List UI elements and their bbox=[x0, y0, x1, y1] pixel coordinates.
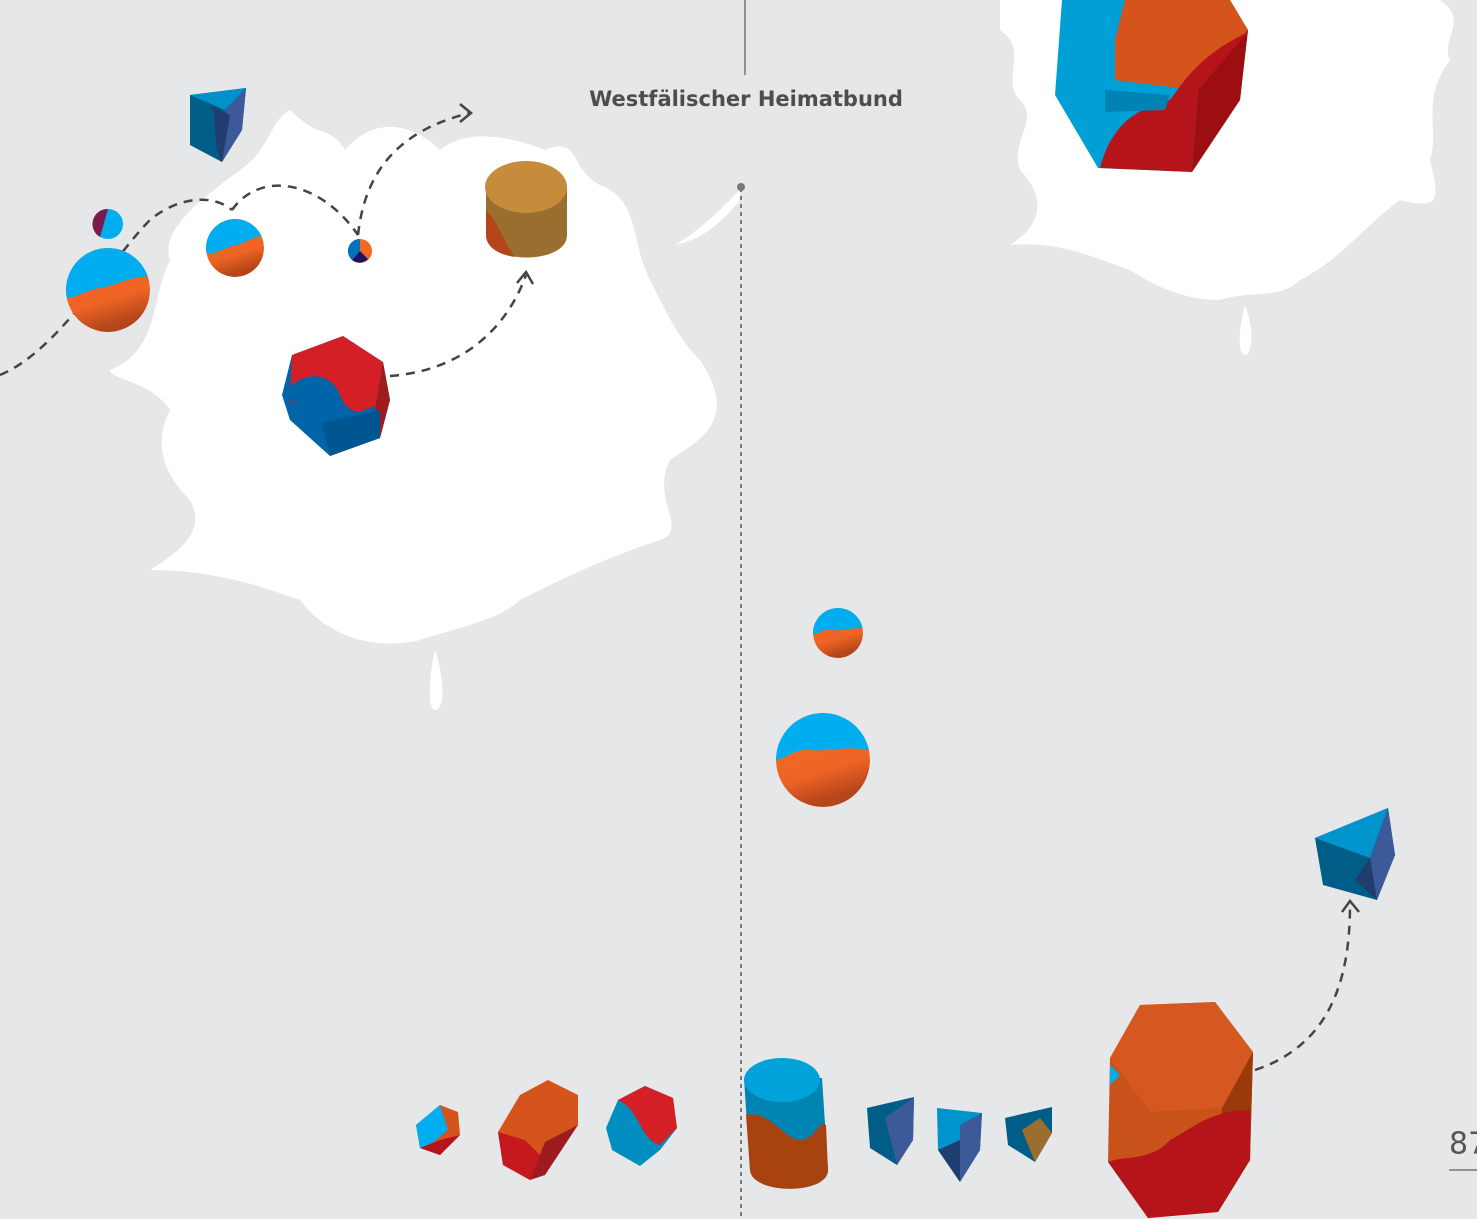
arrow bbox=[389, 274, 528, 378]
hex-prism bbox=[1108, 1002, 1253, 1218]
prism-small bbox=[937, 1108, 982, 1182]
sphere-segment bbox=[92, 208, 108, 237]
prism-small bbox=[1005, 1107, 1052, 1162]
divider-dot bbox=[737, 183, 745, 191]
hex-prism bbox=[282, 336, 390, 456]
arrowhead bbox=[1340, 898, 1360, 913]
splash-drip bbox=[429, 650, 443, 710]
hex-prism bbox=[1055, 0, 1248, 172]
page-number: 87 bbox=[1449, 1127, 1477, 1162]
arrow bbox=[1254, 904, 1352, 1072]
cylinder bbox=[485, 161, 567, 258]
splash-drip bbox=[1239, 305, 1252, 355]
arrowhead bbox=[459, 103, 473, 123]
sphere-segment bbox=[347, 238, 360, 260]
arrow bbox=[356, 111, 471, 236]
prism bbox=[190, 88, 246, 162]
arrow bbox=[230, 184, 360, 236]
prism-small bbox=[867, 1097, 914, 1165]
arrowhead bbox=[516, 269, 535, 285]
hex-medium bbox=[606, 1086, 677, 1166]
sphere bbox=[776, 713, 870, 807]
cylinder bbox=[744, 1058, 828, 1189]
sphere-segment bbox=[352, 251, 368, 263]
arrow bbox=[0, 198, 233, 377]
prism bbox=[1315, 808, 1395, 900]
hex-small bbox=[416, 1105, 460, 1155]
page-title: Westfälischer Heimatbund bbox=[589, 87, 903, 111]
hex-medium bbox=[498, 1080, 578, 1180]
